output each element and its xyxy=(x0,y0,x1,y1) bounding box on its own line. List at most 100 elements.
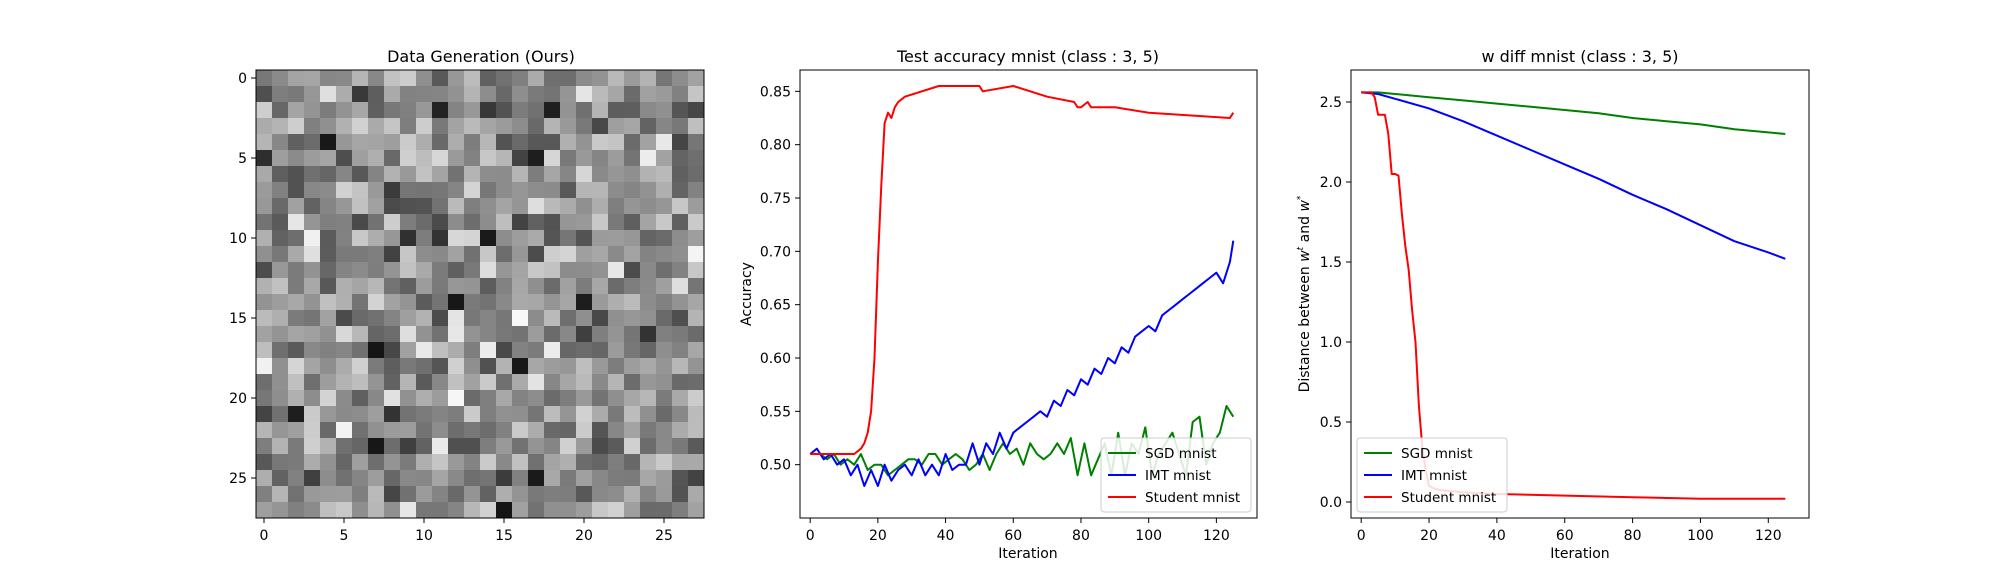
heatmap-cell xyxy=(320,438,337,455)
heatmap-cell xyxy=(512,198,529,215)
heatmap-cell xyxy=(400,246,417,263)
accuracy-legend: SGD mnist IMT mnist Student mnist xyxy=(1100,437,1252,513)
heatmap-cell xyxy=(352,438,369,455)
heatmap-cell xyxy=(592,278,609,295)
heatmap-cell xyxy=(288,246,305,263)
heatmap-cell xyxy=(592,166,609,183)
heatmap-cell xyxy=(288,310,305,327)
heatmap-cell xyxy=(496,214,513,231)
heatmap-cell xyxy=(368,214,385,231)
heatmap-cell xyxy=(688,86,705,103)
heatmap-cell xyxy=(352,230,369,247)
heatmap-cell xyxy=(480,214,497,231)
heatmap-cell xyxy=(608,246,625,263)
heatmap-cell xyxy=(656,486,673,503)
heatmap-cell xyxy=(320,214,337,231)
heatmap-cell xyxy=(288,278,305,295)
heatmap-cell xyxy=(672,406,689,423)
heatmap-cell xyxy=(304,454,321,471)
heatmap-cell xyxy=(592,470,609,487)
heatmap-cell xyxy=(656,134,673,151)
heatmap-panel: Data Generation (Ours) 0 5 10 15 20 25 0 5 10 15 2… xyxy=(229,47,705,544)
heatmap-cell xyxy=(384,198,401,215)
heatmap-cell xyxy=(688,390,705,407)
heatmap-cell xyxy=(416,342,433,359)
heatmap-cell xyxy=(304,166,321,183)
heatmap-cell xyxy=(624,166,641,183)
heatmap-cell xyxy=(656,102,673,119)
heatmap-cell xyxy=(400,118,417,135)
heatmap-cell xyxy=(608,358,625,375)
heatmap-cell xyxy=(272,214,289,231)
heatmap-cell xyxy=(624,182,641,199)
heatmap-cell xyxy=(384,70,401,87)
x-tick-label: 100 xyxy=(1687,528,1714,544)
heatmap-cell xyxy=(496,422,513,439)
heatmap-cell xyxy=(336,198,353,215)
heatmap-cell xyxy=(544,390,561,407)
heatmap-cell xyxy=(320,86,337,103)
heatmap-cell xyxy=(320,358,337,375)
heatmap-cell xyxy=(512,102,529,119)
heatmap-cell xyxy=(320,422,337,439)
heatmap-cell xyxy=(576,278,593,295)
heatmap-cell xyxy=(368,486,385,503)
heatmap-cell xyxy=(688,70,705,87)
heatmap-cell xyxy=(384,326,401,343)
heatmap-cell xyxy=(544,406,561,423)
heatmap-cell xyxy=(368,118,385,135)
heatmap-cell xyxy=(400,230,417,247)
heatmap-cell xyxy=(640,486,657,503)
heatmap-cell xyxy=(512,150,529,167)
heatmap-cell xyxy=(624,326,641,343)
heatmap-cell xyxy=(624,294,641,311)
heatmap-cell xyxy=(672,166,689,183)
heatmap-cell xyxy=(624,486,641,503)
heatmap-cell xyxy=(640,262,657,279)
heatmap-cell xyxy=(624,70,641,87)
heatmap-cell xyxy=(624,214,641,231)
heatmap-cell xyxy=(608,406,625,423)
heatmap-cell xyxy=(528,262,545,279)
heatmap-cell xyxy=(288,198,305,215)
heatmap-cell xyxy=(288,502,305,519)
heatmap-cell xyxy=(464,470,481,487)
heatmap-cell xyxy=(656,326,673,343)
heatmap-cell xyxy=(544,134,561,151)
heatmap-cell xyxy=(336,406,353,423)
heatmap-cell xyxy=(672,438,689,455)
heatmap-cell xyxy=(384,134,401,151)
heatmap-cell xyxy=(656,118,673,135)
heatmap-cell xyxy=(336,262,353,279)
heatmap-cell xyxy=(608,102,625,119)
heatmap-cell xyxy=(528,438,545,455)
heatmap-cell xyxy=(320,134,337,151)
heatmap-cell xyxy=(304,326,321,343)
x-tick-label: 100 xyxy=(1135,528,1162,544)
heatmap-cell xyxy=(400,422,417,439)
heatmap-cell xyxy=(480,502,497,519)
heatmap-cell xyxy=(256,454,273,471)
heatmap-cell xyxy=(384,262,401,279)
heatmap-cell xyxy=(560,166,577,183)
heatmap-cell xyxy=(592,230,609,247)
heatmap-cell xyxy=(288,166,305,183)
heatmap-cell xyxy=(256,374,273,391)
heatmap-cell xyxy=(544,182,561,199)
heatmap-cell xyxy=(448,374,465,391)
heatmap-cell xyxy=(688,198,705,215)
heatmap-cell xyxy=(688,342,705,359)
heatmap-cell xyxy=(352,358,369,375)
heatmap-cell xyxy=(320,486,337,503)
y-tick-label: 0.60 xyxy=(760,351,791,367)
heatmap-cell xyxy=(512,374,529,391)
heatmap-cell xyxy=(608,278,625,295)
heatmap-cell xyxy=(624,358,641,375)
heatmap-cell xyxy=(336,214,353,231)
heatmap-cell xyxy=(288,358,305,375)
heatmap-cell xyxy=(368,182,385,199)
accuracy-plot xyxy=(809,85,1235,487)
heatmap-cell xyxy=(480,230,497,247)
heatmap-cell xyxy=(544,262,561,279)
heatmap-cell xyxy=(368,262,385,279)
